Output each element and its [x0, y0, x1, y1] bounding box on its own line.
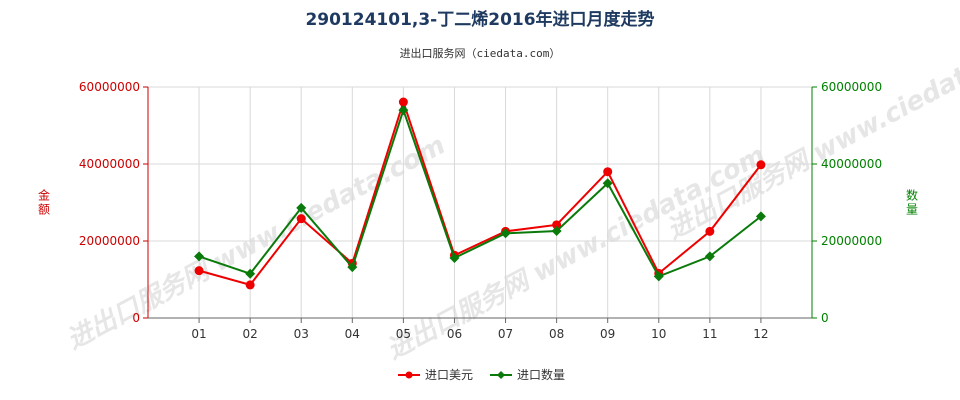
- x-tick-label: 06: [447, 327, 462, 341]
- chart-title: 290124101,3-丁二烯2016年进口月度走势: [305, 9, 654, 30]
- series-2-point: [500, 228, 511, 239]
- series-1-point: [194, 266, 204, 276]
- y-left-tick-label: 60000000: [79, 80, 140, 94]
- x-tick-label: 11: [702, 327, 717, 341]
- series-2-point: [551, 225, 562, 236]
- y-axis-right-label: 数量: [906, 188, 918, 217]
- series-2-point: [653, 271, 664, 282]
- legend: 进口美元 进口数量: [398, 367, 565, 382]
- y-right-tick-label: 40000000: [821, 157, 882, 171]
- y-right-tick-label: 20000000: [821, 234, 882, 248]
- series-1-point: [245, 280, 255, 290]
- legend-label: 进口美元: [425, 368, 473, 382]
- x-tick-label: 12: [753, 327, 768, 341]
- series-line-1: [198, 98, 762, 287]
- series-line-2: [198, 106, 762, 278]
- x-tick-label: 05: [396, 327, 411, 341]
- x-tick-label: 07: [498, 327, 513, 341]
- y-right-tick-label: 0: [821, 311, 829, 325]
- series-2-point: [449, 252, 460, 263]
- x-tick-label: 04: [345, 327, 360, 341]
- series-1-point: [756, 160, 766, 170]
- y-right-tick-label: 60000000: [821, 80, 882, 94]
- series-1-point: [705, 226, 715, 236]
- x-tick-label: 09: [600, 327, 615, 341]
- series-1-point: [603, 167, 613, 177]
- x-tick-label: 02: [243, 327, 258, 341]
- series-1-point: [552, 220, 562, 230]
- series-1-point: [296, 214, 306, 224]
- x-tick-label: 01: [191, 327, 206, 341]
- legend-swatch-marker: [405, 371, 413, 379]
- chart-subtitle: 进出口服务网（ciedata.com）: [400, 46, 561, 60]
- legend-label: 进口数量: [517, 367, 565, 382]
- y-left-tick-label: 0: [132, 311, 140, 325]
- y-left-tick-label: 40000000: [79, 157, 140, 171]
- y-left-tick-label: 20000000: [79, 234, 140, 248]
- series-2-point: [347, 262, 358, 273]
- legend-swatch-marker: [497, 371, 505, 379]
- series-2-point: [755, 211, 766, 222]
- series-2-point: [194, 251, 205, 262]
- series-2-point: [296, 202, 307, 213]
- axes: 0 20000000 40000000 60000000 0 20000000 400000…: [38, 80, 918, 341]
- x-tick-label: 03: [294, 327, 309, 341]
- series-2-point: [398, 105, 409, 116]
- x-tick-label: 10: [651, 327, 666, 341]
- y-axis-left-label: 金额: [38, 188, 50, 217]
- series-1-point: [398, 97, 408, 107]
- series-2-point: [704, 251, 715, 262]
- series-2-point: [245, 268, 256, 279]
- series-layer: [194, 97, 766, 290]
- series-2-point: [602, 178, 613, 189]
- x-tick-label: 08: [549, 327, 564, 341]
